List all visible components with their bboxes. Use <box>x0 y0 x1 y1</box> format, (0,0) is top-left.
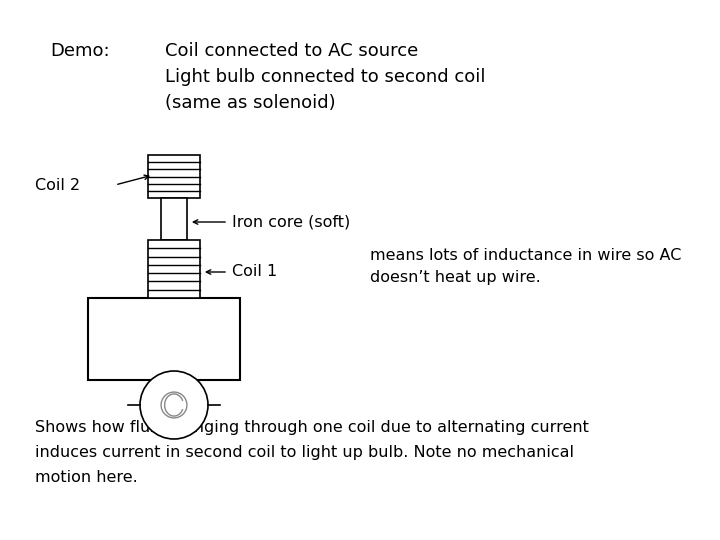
Text: induces current in second coil to light up bulb. Note no mechanical: induces current in second coil to light … <box>35 445 574 460</box>
Text: Light bulb connected to second coil: Light bulb connected to second coil <box>165 68 485 86</box>
Bar <box>161 198 187 240</box>
Text: Demo:: Demo: <box>50 42 109 60</box>
Bar <box>148 240 200 298</box>
Text: doesn’t heat up wire.: doesn’t heat up wire. <box>370 270 541 285</box>
Text: Coil connected to AC source: Coil connected to AC source <box>165 42 418 60</box>
Text: motion here.: motion here. <box>35 470 138 485</box>
Text: Coil 1: Coil 1 <box>232 265 277 280</box>
Bar <box>148 155 200 198</box>
Circle shape <box>161 392 187 418</box>
Text: (same as solenoid): (same as solenoid) <box>165 94 336 112</box>
Text: Shows how flux changing through one coil due to alternating current: Shows how flux changing through one coil… <box>35 420 589 435</box>
Text: means lots of inductance in wire so AC: means lots of inductance in wire so AC <box>370 248 681 263</box>
Text: Iron core (soft): Iron core (soft) <box>232 214 350 230</box>
Circle shape <box>140 371 208 439</box>
Bar <box>88 298 240 380</box>
Text: Coil 2: Coil 2 <box>35 178 80 192</box>
